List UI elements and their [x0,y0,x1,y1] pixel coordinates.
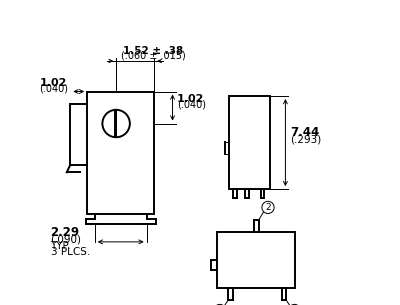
Bar [217,232,294,288]
Text: 3 PLCS.: 3 PLCS. [50,247,90,257]
Text: (.090): (.090) [50,235,82,245]
Bar [87,92,154,214]
Text: TYP.: TYP. [50,241,71,251]
Text: 1.02: 1.02 [177,95,204,104]
Text: 7.44: 7.44 [290,126,319,139]
Text: (.040): (.040) [177,100,206,110]
Text: (.293): (.293) [290,135,321,145]
Text: 1.52 ± .38: 1.52 ± .38 [123,45,184,56]
Circle shape [288,304,301,305]
Text: 2: 2 [265,203,271,212]
Text: (.040): (.040) [39,84,68,94]
Circle shape [262,201,274,214]
Bar [229,96,270,189]
Text: (.060 ± .015): (.060 ± .015) [121,50,186,60]
Text: 1.02: 1.02 [40,78,67,88]
Circle shape [214,304,226,305]
Circle shape [102,110,130,137]
Text: 2.29: 2.29 [50,226,80,239]
